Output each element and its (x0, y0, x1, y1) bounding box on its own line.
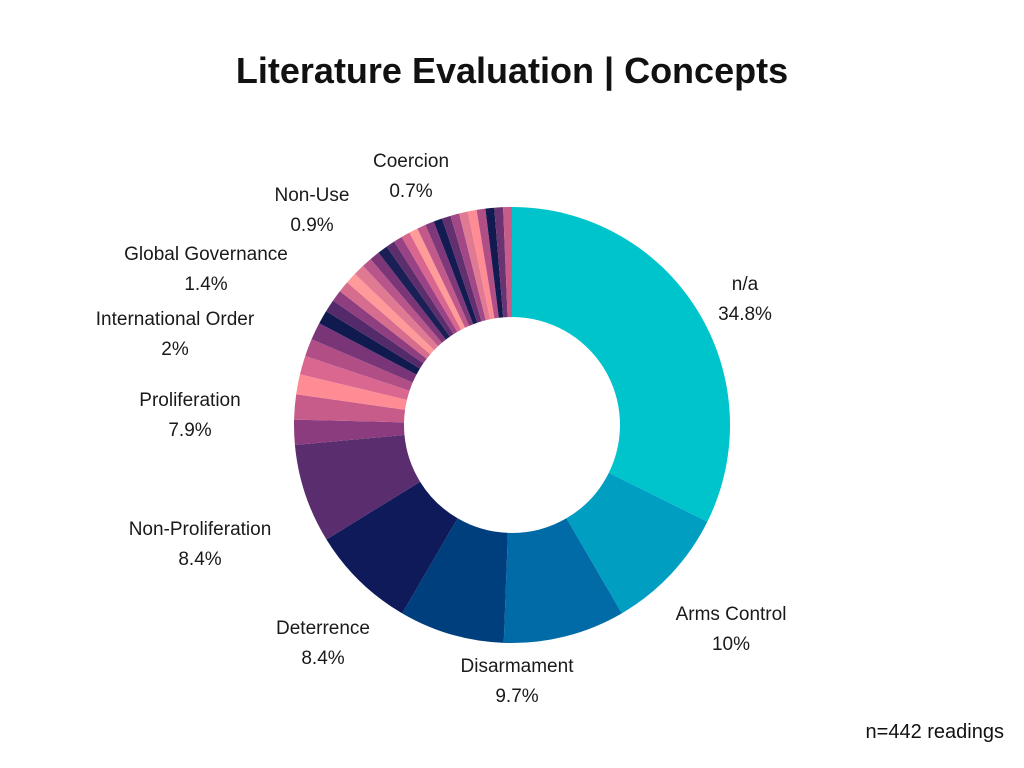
slice-percent-label: 0.7% (389, 181, 432, 202)
donut-slice (319, 311, 420, 375)
slice-label: Non-Use (275, 185, 350, 206)
donut-slice-deterrence (402, 518, 508, 643)
slice-label: n/a (732, 274, 759, 295)
donut-slice (442, 215, 482, 323)
donut-slice (370, 252, 446, 343)
slice-percent-label: 8.4% (178, 549, 221, 570)
donut-slice (494, 207, 508, 318)
slice-label: Global Governance (124, 244, 288, 265)
donut-slice-coercion (503, 207, 512, 318)
slice-label: International Order (96, 309, 255, 330)
donut-slice (459, 211, 491, 321)
donut-slice (467, 209, 495, 320)
donut-slice (417, 224, 470, 328)
donut-slice (378, 246, 450, 340)
slice-percent-label: 34.8% (718, 304, 772, 325)
donut-slice (425, 221, 474, 326)
donut-slice-international-order (294, 394, 406, 423)
donut-slice (401, 232, 462, 332)
donut-slice (409, 228, 466, 330)
donut-slice-non-proliferation (326, 481, 458, 614)
slice-percent-label: 1.4% (184, 274, 227, 295)
donut-slice (386, 241, 454, 337)
slice-percent-label: 2% (161, 339, 189, 360)
donut-slice (296, 374, 407, 410)
donut-slice (326, 300, 424, 369)
slice-label: Arms Control (676, 604, 787, 625)
slice-labels: n/a 34.8% Arms Control 10% Disarmament 9.7% De… (96, 151, 787, 707)
donut-slice-proliferation (294, 434, 421, 540)
donut-slice (294, 419, 405, 446)
chart-title: Literature Evaluation | Concepts (235, 50, 789, 91)
slice-label: Non-Proliferation (129, 519, 272, 540)
slice-percent-label: 10% (712, 634, 750, 655)
donut-slice (305, 339, 413, 391)
donut-slice (347, 273, 435, 355)
donut-slice-n-a (512, 207, 730, 522)
donut-slice (394, 237, 458, 335)
donut-slice (485, 207, 504, 318)
donut-slices (294, 207, 730, 643)
sample-size-note: n=442 readings (865, 721, 1004, 743)
donut-slice-non-use (354, 265, 439, 351)
donut-slice-global-governance (311, 323, 417, 383)
slice-label: Deterrence (276, 618, 370, 639)
slice-label: Disarmament (461, 656, 575, 677)
donut-slice-disarmament (503, 518, 622, 643)
donut-slice (450, 213, 486, 322)
slice-percent-label: 7.9% (168, 420, 211, 441)
slice-label: Proliferation (139, 390, 240, 411)
slice-percent-label: 0.9% (290, 215, 333, 236)
donut-slice (339, 282, 431, 359)
donut-slice (362, 259, 442, 347)
donut-slice (433, 218, 478, 325)
slice-percent-label: 8.4% (301, 648, 344, 669)
donut-slice (476, 208, 499, 319)
donut-slice (299, 355, 410, 400)
donut-slice (333, 291, 427, 364)
slice-label: Coercion (373, 151, 449, 172)
donut-slice-arms-control (566, 472, 708, 614)
slice-percent-label: 9.7% (495, 686, 538, 707)
